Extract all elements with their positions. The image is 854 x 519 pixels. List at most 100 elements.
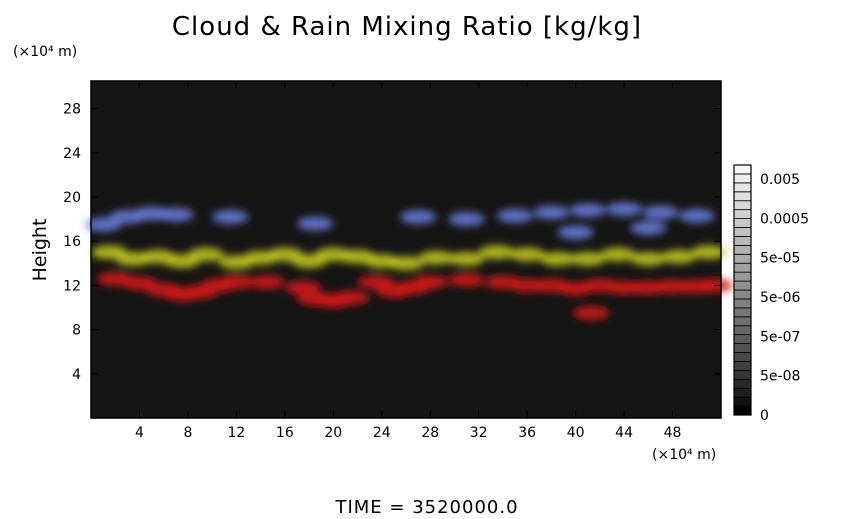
x-axis-unit: (×10⁴ m) — [652, 447, 717, 463]
colorbar: 0.005 0.0005 5e-05 5e-06 5e-07 5e-08 0 — [733, 164, 809, 424]
colorbar-cell-9 — [733, 325, 752, 336]
layer-0-blob-11 — [333, 290, 370, 305]
layer-0 — [97, 271, 733, 321]
layer-1-blob-22 — [690, 245, 727, 260]
y-axis-unit: (×10⁴ m) — [13, 44, 78, 60]
colorbar-cell-21 — [733, 218, 752, 228]
chart-title: Cloud & Rain Mixing Ratio [kg/kg] — [171, 12, 643, 42]
layer-2-blob-9 — [533, 205, 570, 220]
time-label: TIME — [335, 497, 383, 518]
colorbar-cell-24 — [733, 191, 752, 202]
x-tick-label-0: 4 — [135, 425, 144, 441]
colorbar-frame — [733, 164, 752, 416]
y-tick-label-0: 4 — [72, 367, 81, 383]
colorbar-cell-23 — [733, 200, 752, 211]
colorbar-cell-19 — [733, 236, 752, 246]
layer-0-blob-27 — [573, 306, 610, 321]
x-tick-label-6: 28 — [421, 425, 439, 441]
colorbar-label-6: 0 — [760, 408, 769, 424]
layer-1-blob-16 — [509, 247, 546, 262]
colorbar-cell-17 — [733, 253, 752, 264]
y-tick-label-1: 8 — [72, 323, 81, 339]
colorbar-label-1: 0.0005 — [760, 211, 809, 227]
layer-1-blob-19 — [600, 247, 637, 262]
colorbar-cell-5 — [733, 361, 752, 371]
colorbar-label-4: 5e-07 — [760, 329, 800, 345]
layer-1-blob-4 — [188, 247, 225, 262]
layer-0-blob-6 — [218, 275, 255, 290]
layer-1-blob-13 — [418, 250, 455, 265]
time-readout: TIME = 3520000.0 — [335, 497, 519, 518]
colorbar-cell-10 — [733, 316, 752, 327]
layer-2-blob-10 — [569, 203, 606, 218]
layer-0-blob-15 — [412, 275, 449, 290]
colorbar-label-0: 0.005 — [760, 172, 800, 188]
layer-1-blob-18 — [569, 251, 606, 266]
y-tick-label-6: 28 — [63, 102, 81, 118]
layer-1-blob-17 — [539, 251, 576, 266]
x-tick-label-4: 20 — [324, 425, 342, 441]
y-tick-label-2: 12 — [63, 278, 81, 294]
colorbar-cell-2 — [733, 387, 752, 398]
layer-2 — [85, 202, 715, 240]
colorbar-cell-0 — [733, 405, 752, 416]
y-tick-label-5: 24 — [63, 146, 81, 162]
layer-1-blob-15 — [478, 245, 515, 260]
x-tick-label-10: 44 — [615, 425, 633, 441]
layer-1-blob-12 — [388, 256, 424, 271]
layer-1-blob-14 — [448, 251, 485, 266]
colorbar-label-3: 5e-06 — [760, 290, 800, 306]
layer-2-blob-14 — [557, 225, 594, 240]
colorbar-cell-4 — [733, 369, 752, 380]
colorbar-cell-26 — [733, 173, 752, 184]
layer-2-blob-15 — [630, 220, 667, 235]
plot-frame — [90, 80, 722, 419]
layer-2-blob-0 — [85, 217, 122, 232]
x-tick-label-11: 48 — [664, 425, 682, 441]
layer-1-blob-21 — [660, 249, 697, 264]
colorbar-cell-20 — [733, 227, 752, 237]
layer-1 — [91, 245, 727, 271]
layer-0-blob-16 — [448, 272, 485, 287]
colorbar-cell-7 — [733, 343, 752, 353]
layer-2-blob-4 — [212, 209, 249, 224]
colorbar-cell-16 — [733, 262, 752, 273]
x-tick-label-5: 24 — [373, 425, 391, 441]
x-tick-label-3: 16 — [276, 425, 294, 441]
colorbar-cell-27 — [733, 164, 752, 175]
x-tick-label-9: 40 — [567, 425, 585, 441]
layer-2-blob-8 — [497, 208, 534, 223]
time-value: 3520000.0 — [412, 497, 519, 518]
layer-2-blob-3 — [157, 207, 194, 222]
layer-0-blob-7 — [248, 275, 285, 290]
colorbar-cell-18 — [733, 244, 752, 255]
layer-1-blob-20 — [630, 251, 667, 266]
layer-2-blob-7 — [448, 212, 485, 227]
layer-2-blob-5 — [297, 216, 334, 231]
layer-2-blob-6 — [400, 209, 437, 224]
colorbar-cell-1 — [733, 396, 752, 407]
x-tick-label-7: 32 — [470, 425, 488, 441]
colorbar-cell-22 — [733, 209, 752, 219]
colorbar-cell-3 — [733, 378, 752, 389]
colorbar-cell-15 — [733, 271, 752, 282]
layer-0-blob-8 — [285, 280, 322, 295]
x-tick-label-8: 36 — [518, 425, 536, 441]
colorbar-label-2: 5e-05 — [760, 251, 800, 267]
layer-2-blob-12 — [642, 205, 679, 220]
y-tick-label-4: 20 — [63, 190, 81, 206]
colorbar-label-5: 5e-08 — [760, 369, 800, 385]
colorbar-cell-8 — [733, 334, 752, 344]
colorbar-cell-13 — [733, 289, 752, 300]
y-tick-label-3: 16 — [63, 234, 81, 250]
colorbar-cell-11 — [733, 307, 752, 318]
colorbar-cell-12 — [733, 298, 752, 309]
colorbar-cell-6 — [733, 352, 752, 362]
layer-2-blob-11 — [606, 202, 643, 217]
colorbar-cell-14 — [733, 280, 752, 291]
x-tick-label-1: 8 — [183, 425, 192, 441]
colorbar-cell-25 — [733, 182, 752, 193]
layer-2-blob-13 — [678, 208, 715, 223]
x-tick-label-2: 12 — [227, 425, 245, 441]
